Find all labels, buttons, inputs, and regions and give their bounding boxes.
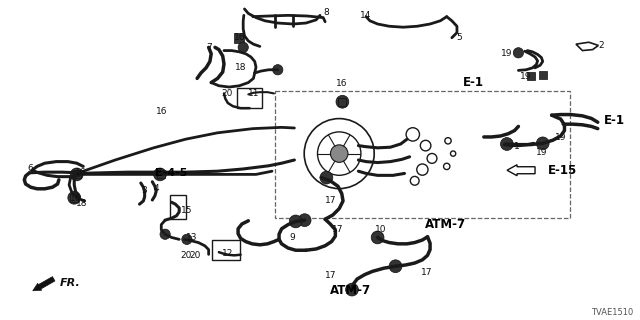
Circle shape bbox=[536, 137, 549, 150]
Text: 3: 3 bbox=[141, 186, 147, 195]
Text: 5: 5 bbox=[457, 33, 462, 42]
Text: 20: 20 bbox=[180, 251, 191, 260]
Text: 16: 16 bbox=[156, 107, 167, 116]
Text: 2: 2 bbox=[599, 41, 604, 50]
Bar bbox=[73, 170, 81, 179]
Text: E-1: E-1 bbox=[463, 76, 484, 89]
Text: 12: 12 bbox=[222, 249, 234, 258]
Circle shape bbox=[182, 234, 192, 244]
Text: 19: 19 bbox=[536, 148, 547, 157]
Circle shape bbox=[70, 168, 83, 181]
Circle shape bbox=[513, 48, 524, 58]
Circle shape bbox=[330, 145, 348, 162]
Bar bbox=[275, 91, 570, 218]
Bar bbox=[212, 240, 239, 260]
Circle shape bbox=[371, 231, 384, 244]
Circle shape bbox=[298, 214, 311, 227]
Text: 1: 1 bbox=[515, 142, 520, 151]
Bar bbox=[234, 33, 244, 43]
Text: 16: 16 bbox=[336, 79, 348, 88]
Circle shape bbox=[289, 215, 302, 228]
Text: 17: 17 bbox=[324, 271, 336, 280]
Text: 7: 7 bbox=[206, 43, 211, 52]
Circle shape bbox=[346, 283, 358, 296]
Text: 16: 16 bbox=[70, 194, 81, 203]
Bar bbox=[339, 98, 346, 106]
Bar bbox=[539, 71, 547, 79]
FancyArrow shape bbox=[33, 276, 55, 291]
Circle shape bbox=[500, 138, 513, 150]
Text: E-1: E-1 bbox=[604, 115, 625, 127]
Text: E-15: E-15 bbox=[548, 164, 577, 177]
Text: FR.: FR. bbox=[60, 278, 81, 288]
Text: 19: 19 bbox=[520, 72, 532, 81]
Text: 17: 17 bbox=[332, 225, 344, 234]
Bar bbox=[70, 194, 78, 202]
Text: 17: 17 bbox=[324, 196, 336, 205]
Text: 15: 15 bbox=[181, 206, 193, 215]
Text: ATM-7: ATM-7 bbox=[330, 284, 371, 297]
Circle shape bbox=[336, 95, 349, 108]
Text: 17: 17 bbox=[420, 268, 432, 277]
Circle shape bbox=[238, 42, 248, 52]
Bar bbox=[170, 195, 186, 220]
Circle shape bbox=[320, 171, 333, 184]
Text: 18: 18 bbox=[76, 199, 88, 208]
Text: 16: 16 bbox=[234, 33, 245, 42]
Text: 10: 10 bbox=[375, 225, 387, 234]
Circle shape bbox=[160, 229, 170, 239]
Text: 8: 8 bbox=[324, 8, 329, 17]
Circle shape bbox=[154, 168, 166, 181]
Text: TVAE1510: TVAE1510 bbox=[591, 308, 634, 317]
Text: 19: 19 bbox=[555, 133, 566, 142]
Text: 13: 13 bbox=[186, 233, 197, 242]
Bar bbox=[527, 72, 535, 80]
Text: 16: 16 bbox=[75, 168, 86, 177]
Circle shape bbox=[389, 260, 402, 273]
Text: 18: 18 bbox=[235, 63, 246, 72]
Text: 14: 14 bbox=[360, 11, 372, 20]
Text: 11: 11 bbox=[248, 89, 260, 98]
Circle shape bbox=[273, 65, 283, 75]
Circle shape bbox=[68, 191, 81, 204]
Text: 6: 6 bbox=[28, 164, 33, 173]
Text: 20: 20 bbox=[189, 251, 201, 260]
FancyArrow shape bbox=[507, 165, 535, 176]
Bar bbox=[237, 88, 262, 108]
Text: ATM-7: ATM-7 bbox=[425, 218, 466, 231]
Bar bbox=[157, 170, 165, 179]
Text: 9: 9 bbox=[289, 233, 294, 242]
Text: 19: 19 bbox=[501, 49, 513, 58]
Text: E-4-5: E-4-5 bbox=[155, 168, 188, 178]
Text: 20: 20 bbox=[221, 89, 232, 98]
Text: 4: 4 bbox=[154, 184, 159, 193]
